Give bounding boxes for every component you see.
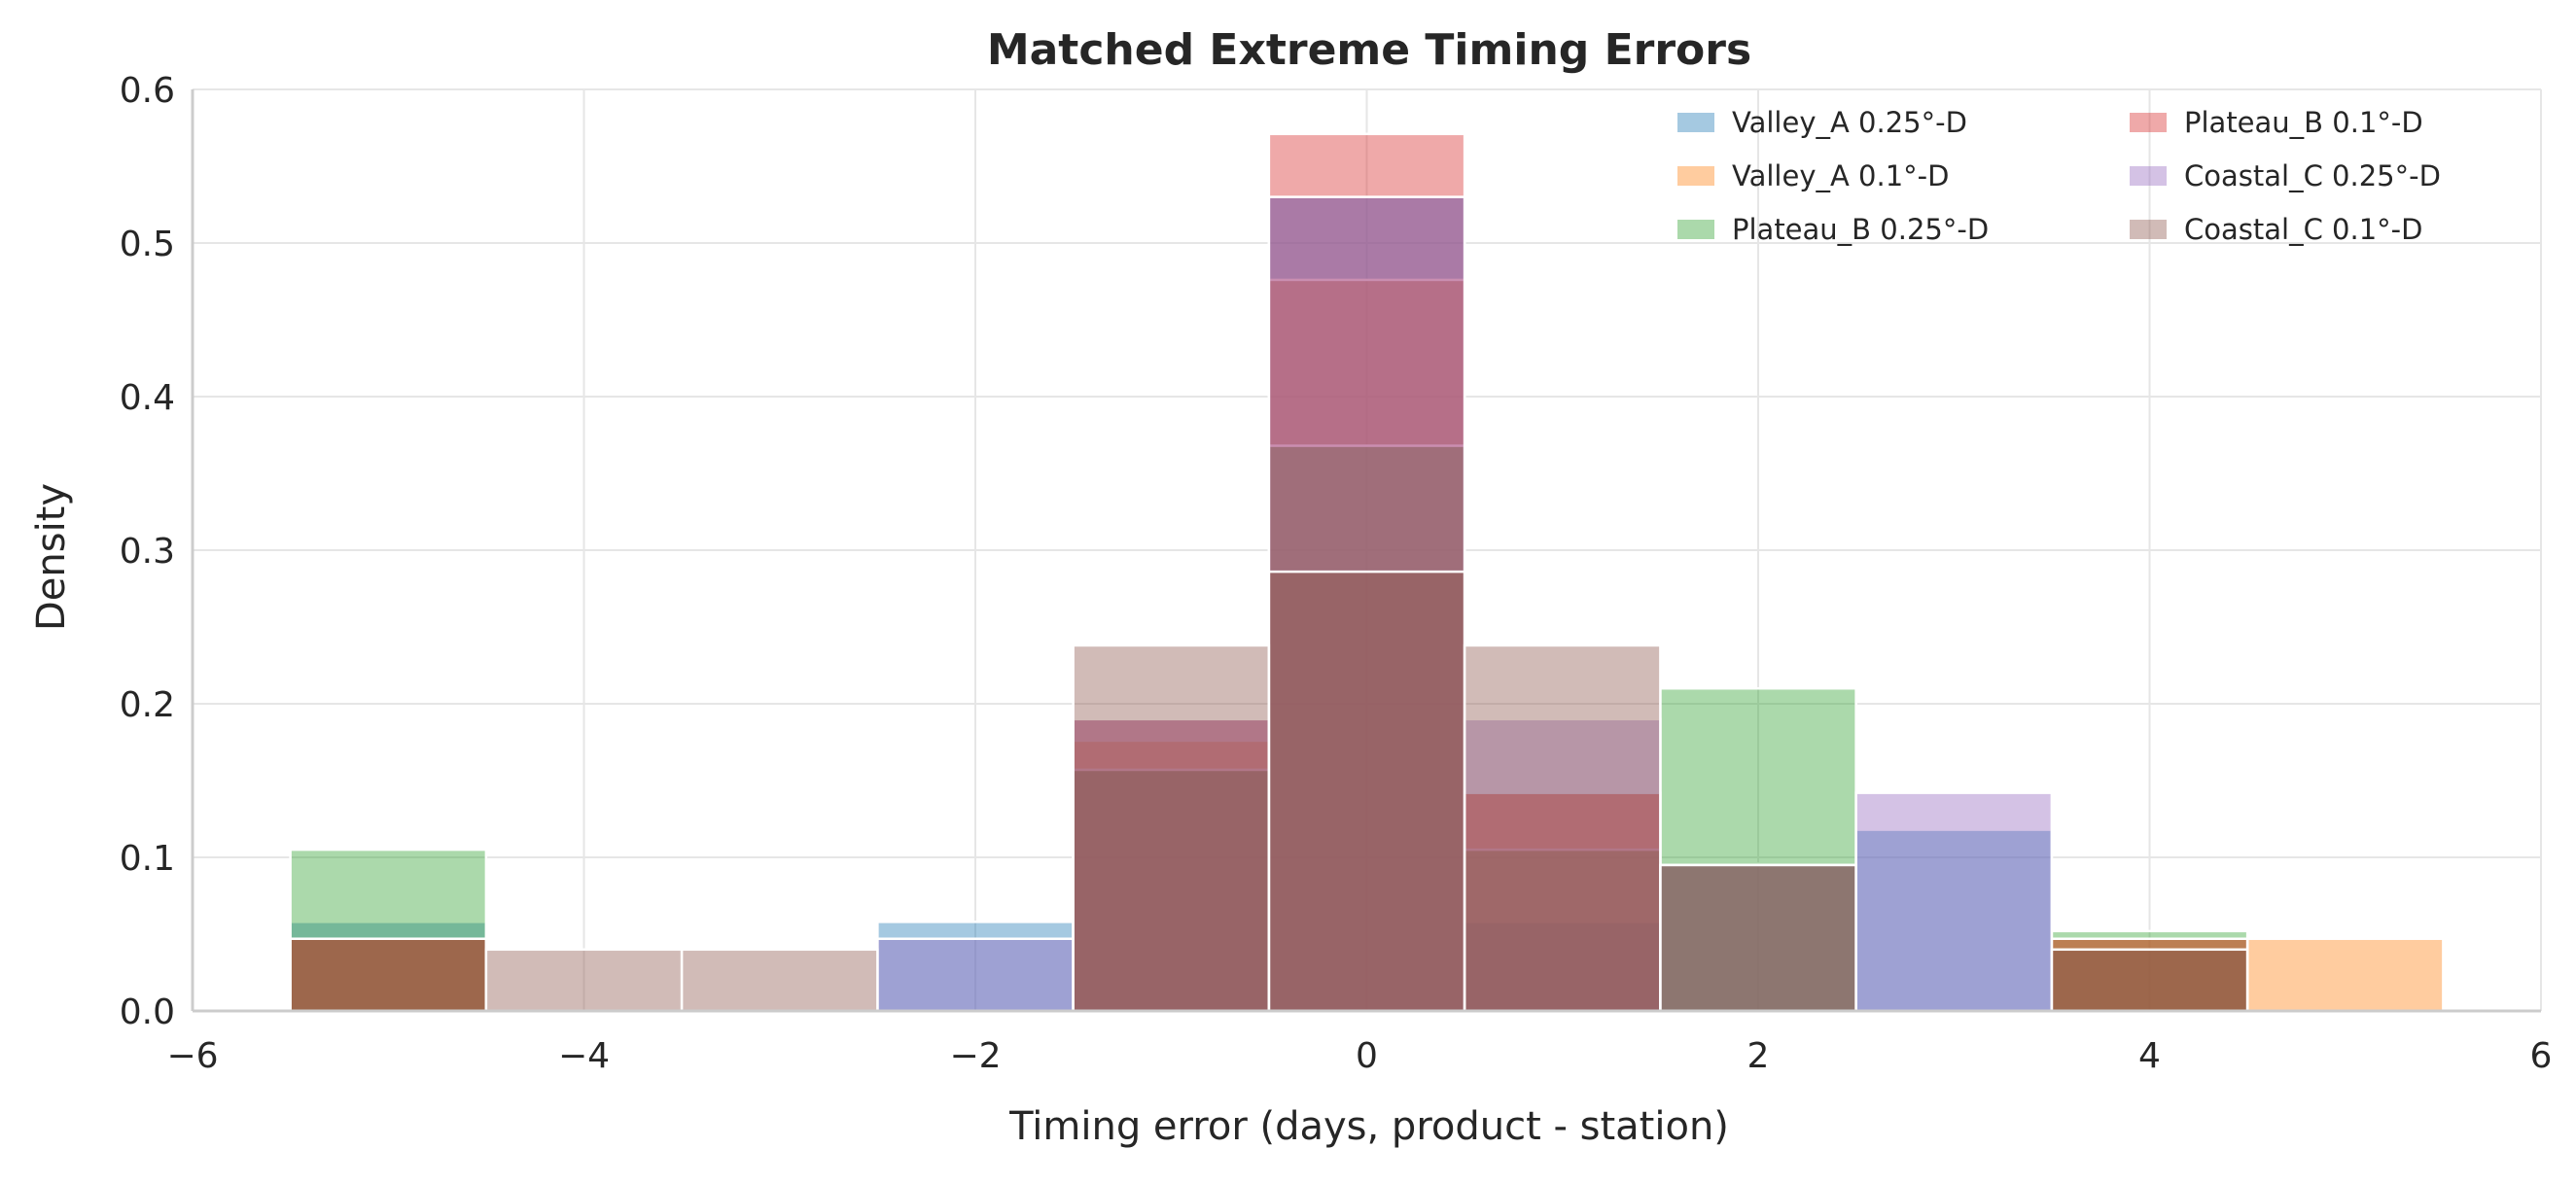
legend-swatch xyxy=(2130,166,2167,186)
legend-swatch xyxy=(1677,220,1714,239)
legend: Valley_A 0.25°-D Valley_A 0.1°-D Plateau_B… xyxy=(1677,106,2441,246)
histogram-bar xyxy=(1463,791,1662,1013)
legend-label: Plateau_B 0.25°-D xyxy=(1732,213,1989,246)
y-tick-label: 0.4 xyxy=(120,378,175,418)
series-0 xyxy=(289,195,2249,1013)
histogram-bar xyxy=(1267,570,1466,1013)
histogram-bar xyxy=(289,937,488,1013)
y-axis-label: Density xyxy=(29,483,74,631)
grid-layer xyxy=(192,88,2542,1012)
histogram-bar xyxy=(1072,644,1271,1013)
legend-item: Valley_A 0.25°-D xyxy=(1677,106,1967,139)
legend-label: Coastal_C 0.1°-D xyxy=(2184,213,2422,246)
histogram-bar xyxy=(680,948,879,1013)
bars-layer xyxy=(289,132,2445,1013)
histogram-bar xyxy=(1072,717,1271,1013)
legend-label: Coastal_C 0.25°-D xyxy=(2184,159,2441,192)
histogram-bar xyxy=(1659,863,1857,1013)
histogram-bar xyxy=(1463,644,1662,1013)
y-tick-label: 0.0 xyxy=(120,992,175,1032)
histogram-bar xyxy=(1854,828,2054,1013)
histogram-bar xyxy=(1267,278,1466,1013)
histogram-bar xyxy=(2050,937,2249,1013)
histogram-bar xyxy=(1854,791,2054,1013)
chart-title: Matched Extreme Timing Errors xyxy=(987,25,1751,75)
x-axis-label: Timing error (days, product - station) xyxy=(1008,1104,1729,1149)
y-tick-label: 0.3 xyxy=(120,532,175,572)
histogram-bar xyxy=(1267,444,1466,1013)
histogram-bar xyxy=(1463,717,1662,1013)
series-1 xyxy=(289,278,2445,1013)
legend-item: Coastal_C 0.1°-D xyxy=(2130,213,2422,246)
axes-layer xyxy=(191,89,2541,1013)
ticks-layer: −6 −4 −2 0 2 4 6 0.0 0.1 0.2 0.3 0.4 0.5 0.6 xyxy=(120,71,2553,1076)
histogram-bar xyxy=(2050,948,2249,1013)
x-tick-label: 6 xyxy=(2530,1036,2553,1076)
legend-item: Valley_A 0.1°-D xyxy=(1677,159,1949,192)
histogram-bar xyxy=(289,848,488,1013)
legend-swatch xyxy=(2130,113,2167,132)
x-tick-label: 2 xyxy=(1747,1036,1770,1076)
y-tick-label: 0.5 xyxy=(120,225,175,264)
x-tick-label: −2 xyxy=(949,1036,1001,1076)
histogram-bar xyxy=(876,937,1075,1013)
histogram-bar xyxy=(1659,686,1857,1013)
legend-item: Plateau_B 0.25°-D xyxy=(1677,213,1989,246)
series-2 xyxy=(289,444,2249,1013)
y-tick-label: 0.6 xyxy=(120,71,175,111)
x-tick-label: −6 xyxy=(166,1036,218,1076)
x-tick-label: 0 xyxy=(1356,1036,1378,1076)
histogram-bar xyxy=(484,948,684,1013)
legend-swatch xyxy=(2130,220,2167,239)
x-tick-label: 4 xyxy=(2138,1036,2161,1076)
series-4 xyxy=(876,195,2054,1013)
legend-label: Plateau_B 0.1°-D xyxy=(2184,106,2423,139)
histogram-bar xyxy=(1072,717,1271,1013)
histogram-bar xyxy=(1072,768,1271,1013)
series-5 xyxy=(289,570,2249,1013)
legend-item: Plateau_B 0.1°-D xyxy=(2130,106,2423,139)
legend-item: Coastal_C 0.25°-D xyxy=(2130,159,2441,192)
histogram-bar xyxy=(1463,791,1662,1013)
legend-label: Valley_A 0.25°-D xyxy=(1732,106,1967,139)
legend-swatch xyxy=(1677,166,1714,186)
y-tick-label: 0.2 xyxy=(120,685,175,725)
x-tick-label: −4 xyxy=(558,1036,610,1076)
y-tick-label: 0.1 xyxy=(120,839,175,879)
legend-label: Valley_A 0.1°-D xyxy=(1732,159,1949,192)
histogram-bar xyxy=(2245,937,2445,1013)
histogram-bar xyxy=(2050,948,2249,1013)
histogram-bar xyxy=(2050,929,2249,1013)
legend-swatch xyxy=(1677,113,1714,132)
